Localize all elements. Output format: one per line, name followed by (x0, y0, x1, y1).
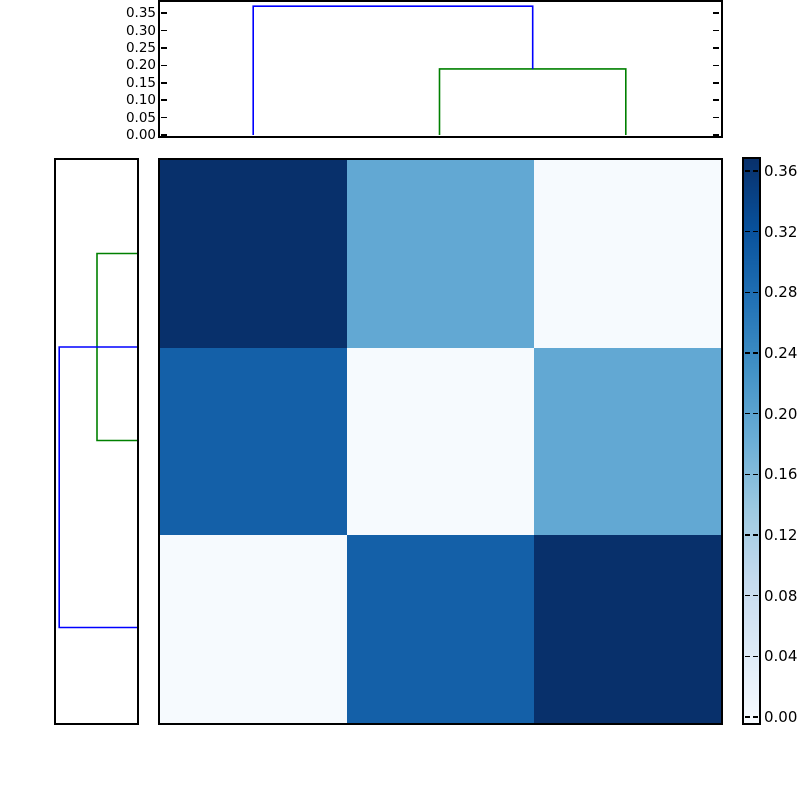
colorbar (742, 157, 761, 725)
colorbar-tick-label: 0.24 (764, 343, 798, 362)
heatmap-cell-r0c0 (160, 160, 347, 348)
y-axis-tick-label: 0.30 (125, 22, 156, 39)
y-axis-tick-label: 0.25 (125, 39, 156, 56)
colorbar-tick-left (745, 594, 750, 597)
y-axis-tick-left (161, 64, 167, 67)
y-axis-tick-label: 0.10 (125, 92, 156, 109)
y-axis-tick-left (161, 47, 167, 49)
top-dendrogram-panel (158, 0, 723, 138)
left-dendrogram-panel (54, 158, 139, 725)
colorbar-tick-label: 0.28 (764, 283, 798, 302)
y-axis-tick-right (713, 116, 719, 119)
y-axis-tick-left (161, 134, 167, 136)
colorbar-tick-left (745, 412, 750, 415)
y-axis-tick-right (713, 134, 719, 136)
colorbar-tick-label: 0.16 (764, 465, 798, 484)
colorbar-tick-right (753, 412, 758, 415)
colorbar-tick-label: 0.32 (764, 222, 798, 241)
heatmap-cell-r2c2 (534, 535, 721, 723)
heatmap-cell-r2c1 (347, 535, 534, 723)
y-axis-tick-right (713, 82, 719, 84)
heatmap-cell-r0c2 (534, 160, 721, 348)
colorbar-tick-right (753, 291, 758, 294)
y-axis-tick-right (713, 99, 719, 101)
colorbar-tick-right (753, 716, 758, 718)
y-axis-tick-left (161, 12, 167, 14)
y-axis-tick-label: 0.00 (125, 127, 156, 143)
colorbar-tick-right (753, 170, 758, 172)
y-axis-tick-label: 0.05 (125, 109, 156, 126)
y-axis-tick-right (713, 12, 719, 14)
heatmap-cell-r2c0 (160, 535, 347, 723)
y-axis-tick-right (713, 47, 719, 49)
colorbar-tick-label: 0.12 (764, 525, 798, 544)
colorbar-tick-label: 0.20 (764, 404, 798, 423)
colorbar-tick-right (753, 230, 758, 233)
colorbar-tick-label: 0.04 (764, 647, 798, 666)
heatmap-grid (160, 160, 721, 723)
colorbar-tick-label: 0.00 (764, 708, 798, 726)
y-axis-tick-label: 0.35 (125, 5, 156, 22)
y-axis-tick-left (161, 116, 167, 119)
heatmap-cell-r0c1 (347, 160, 534, 348)
y-axis-tick-right (713, 29, 719, 32)
colorbar-tick-right (753, 352, 758, 354)
heatmap-cell-r1c2 (534, 347, 721, 536)
heatmap-cell-r1c0 (160, 347, 347, 536)
colorbar-tick-left (745, 352, 750, 354)
colorbar-tick-left (745, 230, 750, 233)
colorbar-tick-left (745, 170, 750, 172)
y-axis-tick-left (161, 29, 167, 32)
colorbar-tick-left (745, 716, 750, 718)
colorbar-tick-label: 0.08 (764, 586, 798, 605)
y-axis-tick-label: 0.20 (125, 57, 156, 74)
colorbar-tick-left (745, 473, 750, 476)
y-axis-tick-left (161, 99, 167, 101)
y-axis-tick-label: 0.15 (125, 74, 156, 91)
colorbar-tick-left (745, 534, 750, 536)
colorbar-tick-left (745, 291, 750, 294)
heatmap-cell-r1c1 (347, 347, 534, 536)
colorbar-tick-label: 0.36 (764, 161, 798, 180)
colorbar-tick-right (753, 534, 758, 536)
colorbar-tick-right (753, 594, 758, 597)
y-axis-tick-left (161, 82, 167, 84)
colorbar-tick-left (745, 655, 750, 658)
colorbar-tick-right (753, 655, 758, 658)
y-axis-tick-right (713, 64, 719, 67)
colorbar-tick-right (753, 473, 758, 476)
